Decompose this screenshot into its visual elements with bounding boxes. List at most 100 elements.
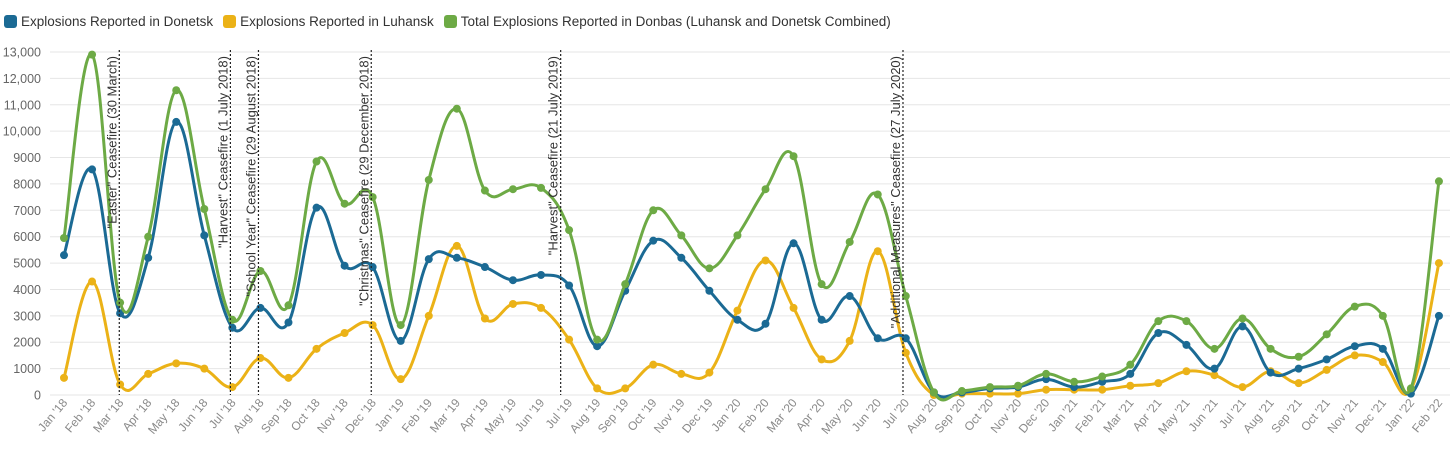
legend-swatch-luhansk <box>223 14 237 28</box>
data-point-luhansk <box>901 348 910 357</box>
data-point-donetsk <box>480 263 489 272</box>
x-tick-label: Sep '21 <box>1268 396 1305 436</box>
data-point-luhansk <box>1042 385 1051 394</box>
legend-item-luhansk[interactable]: Explosions Reported in Luhansk <box>223 14 434 29</box>
data-point-total <box>789 152 798 161</box>
data-point-donetsk <box>845 292 854 301</box>
data-point-total <box>873 190 882 199</box>
data-point-luhansk <box>172 359 181 368</box>
y-tick-label: 1000 <box>13 362 41 376</box>
data-point-total <box>621 280 630 289</box>
data-point-donetsk <box>677 253 686 262</box>
y-axis: 0 1000 2000 3000 4000 5000 6000 7000 8000 9000 10,… <box>3 46 41 403</box>
data-point-luhansk <box>649 360 658 369</box>
data-point-total <box>116 298 125 307</box>
data-point-total <box>1294 352 1303 361</box>
data-point-total <box>1210 344 1219 353</box>
y-tick-label: 8000 <box>13 177 41 191</box>
data-point-total <box>1322 330 1331 339</box>
data-point-donetsk <box>733 315 742 324</box>
data-point-total <box>144 232 153 241</box>
x-tick-label: Dec '20 <box>1016 396 1053 436</box>
series-luhansk <box>60 241 1443 400</box>
data-point-donetsk <box>424 255 433 264</box>
x-tick-label: Mar '21 <box>1100 396 1136 436</box>
data-point-total <box>60 234 68 243</box>
data-point-total <box>957 387 966 396</box>
data-point-donetsk <box>1294 364 1303 373</box>
data-point-luhansk <box>593 384 602 393</box>
data-point-donetsk <box>1434 311 1443 320</box>
x-tick-label: Jun '20 <box>849 396 885 435</box>
data-point-donetsk <box>817 315 826 324</box>
x-tick-label: Sep '19 <box>595 396 632 436</box>
data-point-total <box>452 104 461 113</box>
data-point-total <box>1182 317 1191 326</box>
data-point-luhansk <box>873 247 882 256</box>
x-tick-label: Dec '21 <box>1352 396 1389 436</box>
x-tick-label: Jun '19 <box>512 396 548 435</box>
data-point-donetsk <box>1154 328 1163 337</box>
data-point-luhansk <box>733 306 742 315</box>
data-point-total <box>88 50 97 59</box>
legend-label-total: Total Explosions Reported in Donbas (Luh… <box>460 13 891 29</box>
data-point-donetsk <box>312 203 321 212</box>
data-point-donetsk <box>1322 355 1331 364</box>
data-point-total <box>1126 360 1135 369</box>
y-tick-label: 2000 <box>13 336 41 350</box>
data-point-donetsk <box>1182 340 1191 349</box>
data-point-luhansk <box>116 380 125 389</box>
data-point-donetsk <box>565 281 574 290</box>
data-point-total <box>817 280 826 289</box>
legend-swatch-total <box>443 14 457 28</box>
legend-label-donetsk: Explosions Reported in Donetsk <box>21 13 214 29</box>
data-point-donetsk <box>873 334 882 343</box>
data-point-total <box>929 388 938 397</box>
data-point-luhansk <box>452 241 461 250</box>
data-point-luhansk <box>1378 358 1387 367</box>
data-point-total <box>1014 381 1023 390</box>
data-point-luhansk <box>1126 381 1135 390</box>
data-point-donetsk <box>88 165 97 174</box>
x-tick-label: Dec '19 <box>679 396 716 436</box>
data-point-donetsk <box>1350 342 1359 351</box>
data-point-luhansk <box>1434 259 1443 268</box>
data-point-total <box>1350 302 1359 311</box>
series-line-donetsk <box>62 120 1441 399</box>
data-point-luhansk <box>396 375 405 384</box>
data-point-luhansk <box>284 373 293 382</box>
y-tick-label: 10,000 <box>3 125 41 139</box>
y-tick-label: 0 <box>34 389 41 403</box>
series-donetsk <box>60 117 1443 399</box>
data-point-donetsk <box>228 323 237 332</box>
data-point-luhansk <box>1014 389 1023 398</box>
ceasefire-label: "Additional Measures" Ceasefire (27 July… <box>888 56 903 328</box>
y-tick-label: 12,000 <box>3 72 41 86</box>
y-tick-label: 11,000 <box>4 98 41 112</box>
x-tick-label: Sep '20 <box>932 396 969 436</box>
data-point-luhansk <box>312 344 321 353</box>
data-point-donetsk <box>200 231 209 240</box>
data-point-luhansk <box>424 311 433 320</box>
data-point-total <box>1378 311 1387 320</box>
ceasefire-label: "Harvest" Ceasefire (21 July 2019) <box>546 56 561 255</box>
data-point-luhansk <box>845 336 854 345</box>
data-point-total <box>228 315 237 324</box>
data-point-total <box>480 186 489 195</box>
data-point-luhansk <box>621 384 630 393</box>
data-point-luhansk <box>537 303 546 312</box>
y-tick-label: 9000 <box>13 151 41 165</box>
data-point-donetsk <box>144 253 153 262</box>
data-point-luhansk <box>256 354 265 363</box>
data-point-donetsk <box>901 334 910 343</box>
legend-item-donetsk[interactable]: Explosions Reported in Donetsk <box>4 14 213 29</box>
data-point-luhansk <box>368 321 377 330</box>
ceasefire-label: "Harvest" Ceasefire (1 July 2018) <box>215 56 230 248</box>
data-point-total <box>593 335 602 344</box>
data-point-total <box>284 301 293 310</box>
data-point-total <box>1434 177 1443 186</box>
legend-item-total[interactable]: Total Explosions Reported in Donbas (Luh… <box>443 13 891 29</box>
data-point-donetsk <box>789 239 798 248</box>
data-point-luhansk <box>761 256 770 265</box>
